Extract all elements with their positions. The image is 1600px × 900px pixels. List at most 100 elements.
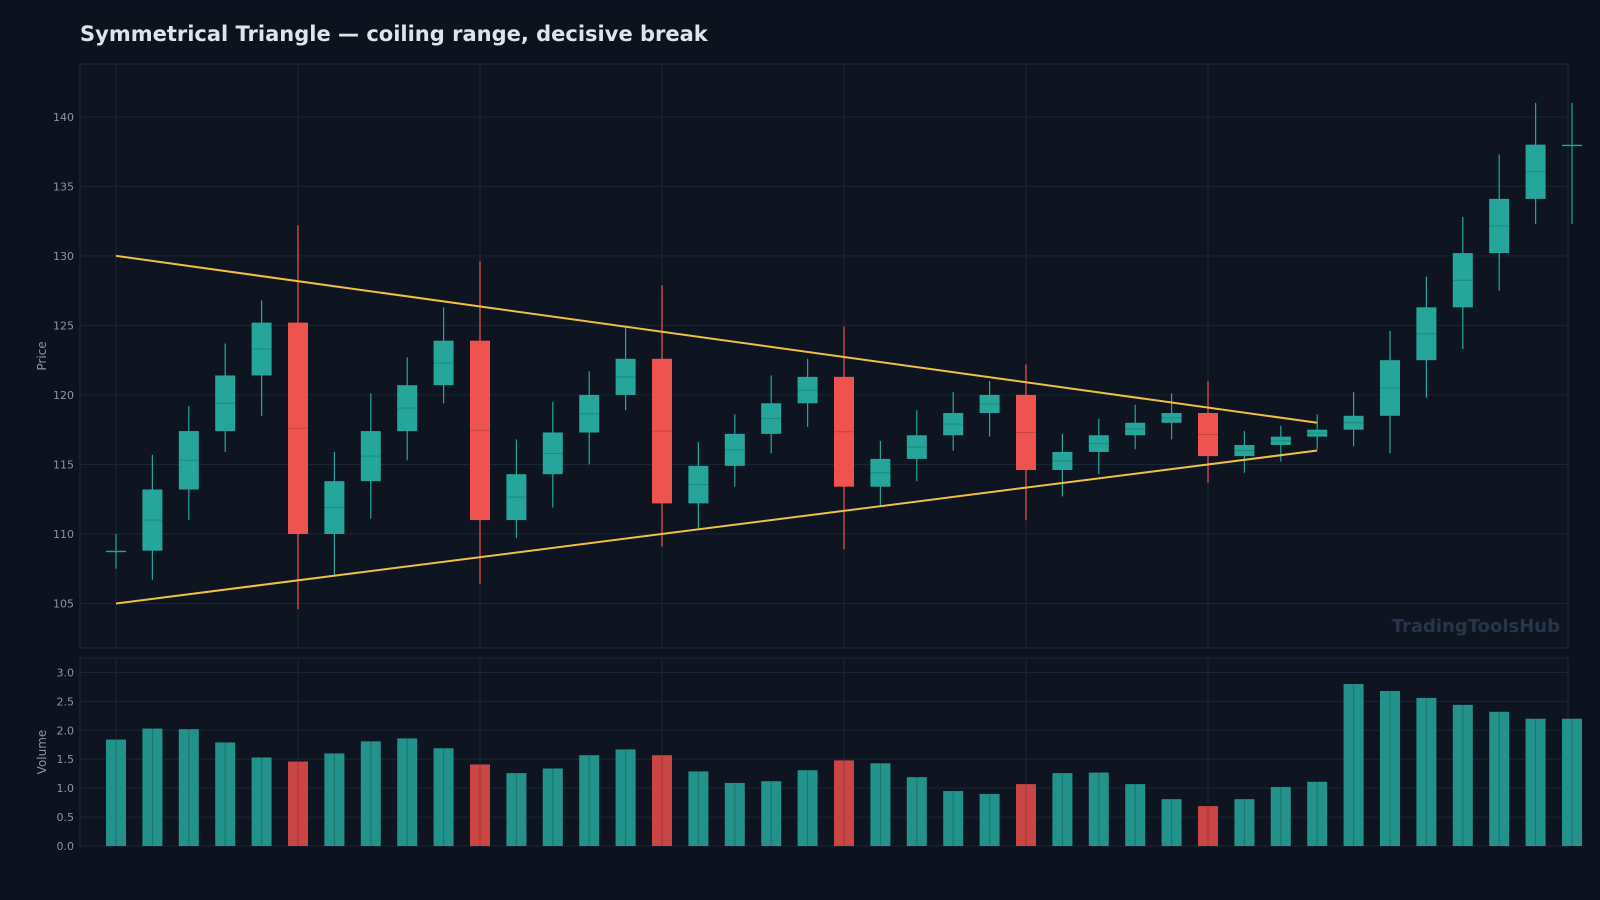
volume-bar — [1052, 773, 1073, 846]
volume-bar — [1234, 799, 1255, 846]
volume-bar — [834, 760, 854, 846]
volume-bar — [288, 761, 308, 846]
volume-bar — [1343, 684, 1364, 846]
volume-bar — [1307, 781, 1328, 846]
volume-bar — [615, 749, 636, 846]
candle-body — [1562, 144, 1582, 147]
candle-body — [397, 385, 418, 432]
candle-body — [1125, 422, 1146, 436]
candle-body — [1380, 360, 1400, 416]
candle-body — [1052, 451, 1073, 471]
volume-bar — [251, 757, 272, 846]
candle-body — [943, 413, 964, 436]
candle-body — [761, 403, 782, 434]
volume-bar — [397, 738, 418, 846]
candle-body — [579, 394, 600, 433]
volume-bar — [943, 791, 964, 846]
price-panel-frame — [79, 63, 1569, 649]
volume-bar — [979, 793, 1000, 846]
volume-bar — [1416, 697, 1437, 846]
candle-body — [251, 322, 272, 376]
candle-body — [178, 431, 199, 490]
candle-body — [1088, 435, 1109, 452]
volume-axis-label: Volume — [35, 730, 49, 775]
volume-bar — [142, 728, 163, 846]
candle-body — [1416, 307, 1437, 361]
volume-bar — [1161, 799, 1182, 846]
price-axis-label: Price — [35, 341, 49, 370]
volume-tick-label: 0.0 — [57, 840, 75, 853]
candle-body — [1016, 394, 1036, 471]
volume-bar — [1270, 786, 1291, 846]
price-tick-label: 130 — [53, 250, 74, 263]
volume-tick-label: 2.5 — [57, 695, 75, 708]
price-panel: 105 110 115 120 125 130 135 140 Price TradingTool… — [35, 63, 1582, 649]
candle-body — [797, 376, 818, 404]
candle-body — [288, 322, 308, 534]
volume-bar — [470, 764, 490, 846]
watermark: TradingToolsHub — [1392, 616, 1560, 637]
candle-body — [1525, 144, 1546, 199]
candle-body — [1198, 413, 1218, 457]
volume-tick-label: 0.5 — [57, 811, 75, 824]
volume-bar — [1016, 784, 1036, 846]
price-tick-label: 140 — [53, 111, 74, 124]
volume-bar — [1198, 806, 1218, 846]
candle-body — [215, 375, 236, 432]
candle-body — [1270, 436, 1291, 445]
volume-bar — [1525, 718, 1546, 846]
volume-tick-label: 1.0 — [57, 782, 75, 795]
volume-bar — [652, 755, 672, 846]
candle-body — [1307, 429, 1328, 437]
candle-body — [542, 432, 563, 475]
candle-body — [688, 465, 709, 504]
volume-bar — [215, 742, 236, 846]
volume-bar — [1088, 772, 1109, 846]
candle-body — [1489, 198, 1510, 254]
upper-trendline — [115, 254, 1318, 424]
volume-tick-label: 2.0 — [57, 724, 75, 737]
volume-bar — [506, 773, 527, 846]
price-tick-label: 105 — [53, 598, 74, 611]
candle-body — [724, 433, 745, 466]
volume-bar — [1489, 711, 1510, 846]
candle-body — [652, 358, 672, 504]
candle-body — [142, 489, 163, 551]
volume-tick-label: 1.5 — [57, 753, 75, 766]
candle-body — [506, 474, 527, 521]
price-tick-label: 125 — [53, 319, 74, 332]
volume-bar — [360, 741, 381, 846]
volume-bar — [761, 781, 782, 846]
lower-trendline — [115, 449, 1318, 605]
chart-title: Symmetrical Triangle — coiling range, de… — [80, 22, 708, 46]
volume-bar — [688, 771, 709, 846]
volume-panel: 0.0 0.5 1.0 1.5 2.0 2.5 3.0 Volume — [35, 657, 1582, 853]
volume-bar — [433, 748, 454, 846]
candle-body — [1234, 444, 1255, 457]
volume-tick-label: 3.0 — [57, 666, 75, 679]
volume-bar — [178, 729, 199, 846]
volume-bar — [724, 782, 745, 846]
candle-body — [324, 481, 345, 534]
volume-bar — [579, 755, 600, 846]
volume-bar — [542, 768, 563, 846]
candle-body — [1161, 413, 1182, 423]
volume-bar — [1562, 718, 1582, 846]
volume-bar — [906, 777, 927, 846]
price-tick-label: 120 — [53, 389, 74, 402]
candle-body — [615, 358, 636, 395]
volume-bar — [106, 739, 126, 846]
candle-body — [979, 394, 1000, 414]
volume-bar — [324, 753, 345, 846]
price-tick-label: 115 — [53, 458, 74, 471]
volume-bar — [797, 770, 818, 846]
volume-bar — [1452, 704, 1473, 846]
candle-body — [906, 435, 927, 459]
price-tick-label: 110 — [53, 528, 74, 541]
candle-body — [360, 431, 381, 482]
candle-body — [433, 340, 454, 386]
volume-bar — [870, 763, 891, 846]
candle-body — [1343, 415, 1364, 430]
candle-body — [1452, 253, 1473, 308]
